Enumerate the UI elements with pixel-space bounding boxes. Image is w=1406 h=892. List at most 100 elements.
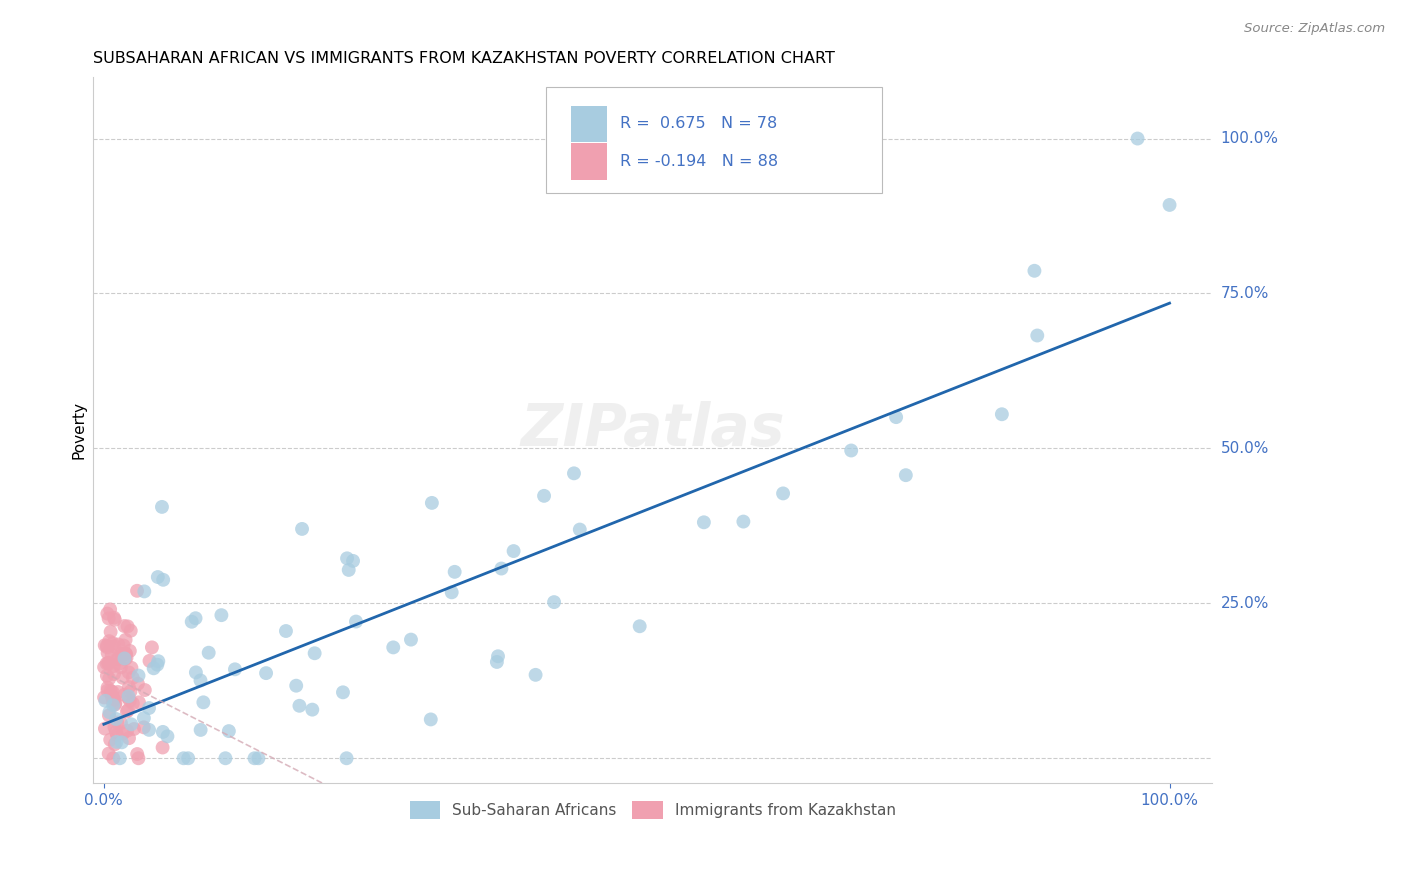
- Point: [110, 660, 132, 674]
- Point: [209, 608, 232, 623]
- Point: [533, 489, 555, 503]
- Point: [304, 646, 326, 660]
- Point: [104, 696, 127, 710]
- Point: [218, 724, 240, 739]
- Point: [118, 680, 141, 694]
- Point: [96, 639, 118, 653]
- Point: [104, 698, 127, 712]
- Point: [101, 685, 124, 699]
- Point: [214, 751, 236, 765]
- Point: [138, 701, 160, 715]
- Point: [114, 632, 136, 647]
- Point: [114, 647, 136, 661]
- Point: [105, 728, 128, 742]
- Point: [693, 516, 716, 530]
- Point: [101, 690, 124, 705]
- Point: [108, 751, 131, 765]
- Point: [152, 740, 174, 755]
- Point: [118, 693, 141, 707]
- Point: [141, 640, 163, 655]
- Point: [93, 638, 115, 652]
- Point: [104, 725, 127, 739]
- Point: [120, 624, 142, 638]
- Legend: Sub-Saharan Africans, Immigrants from Kazakhstan: Sub-Saharan Africans, Immigrants from Ka…: [404, 795, 901, 825]
- Point: [115, 705, 138, 719]
- Point: [562, 467, 585, 481]
- Point: [146, 570, 169, 584]
- Point: [134, 584, 156, 599]
- Point: [543, 595, 565, 609]
- Point: [96, 640, 118, 655]
- Point: [117, 690, 139, 704]
- Point: [524, 668, 547, 682]
- Point: [94, 694, 117, 708]
- Text: 75.0%: 75.0%: [1220, 286, 1268, 301]
- Point: [243, 751, 266, 765]
- Point: [114, 651, 136, 665]
- Point: [97, 656, 120, 670]
- Point: [118, 731, 141, 746]
- Point: [152, 725, 174, 739]
- Point: [120, 717, 142, 731]
- Point: [115, 723, 138, 738]
- Point: [301, 703, 323, 717]
- Point: [419, 713, 441, 727]
- Point: [146, 657, 169, 672]
- Point: [344, 615, 367, 629]
- Point: [138, 723, 160, 737]
- Point: [100, 624, 122, 639]
- Point: [120, 684, 142, 698]
- Point: [180, 615, 202, 629]
- Point: [291, 522, 314, 536]
- Point: [112, 639, 135, 653]
- Point: [125, 583, 148, 598]
- Point: [440, 585, 463, 599]
- Point: [122, 722, 145, 736]
- Point: [148, 654, 170, 668]
- Point: [486, 649, 509, 664]
- Text: SUBSAHARAN AFRICAN VS IMMIGRANTS FROM KAZAKHSTAN POVERTY CORRELATION CHART: SUBSAHARAN AFRICAN VS IMMIGRANTS FROM KA…: [93, 51, 835, 66]
- Point: [115, 647, 138, 661]
- Point: [382, 640, 405, 655]
- Point: [197, 646, 219, 660]
- Point: [342, 554, 364, 568]
- Point: [420, 496, 443, 510]
- Point: [110, 647, 132, 661]
- Point: [107, 651, 129, 665]
- Text: R =  0.675   N = 78: R = 0.675 N = 78: [620, 116, 778, 131]
- Point: [98, 705, 121, 719]
- Point: [111, 671, 134, 685]
- Point: [96, 607, 118, 621]
- Point: [502, 544, 524, 558]
- Point: [127, 676, 149, 690]
- Point: [156, 729, 179, 743]
- Point: [285, 679, 308, 693]
- Point: [114, 652, 136, 666]
- Point: [117, 619, 139, 633]
- Point: [120, 661, 142, 675]
- Point: [132, 720, 155, 734]
- Point: [247, 751, 270, 765]
- Point: [103, 667, 125, 681]
- Text: 25.0%: 25.0%: [1220, 596, 1268, 611]
- Point: [1026, 328, 1049, 343]
- Point: [103, 659, 125, 673]
- Text: Source: ZipAtlas.com: Source: ZipAtlas.com: [1244, 22, 1385, 36]
- Point: [1024, 264, 1046, 278]
- Point: [132, 711, 155, 725]
- Point: [98, 732, 121, 747]
- Point: [1126, 131, 1149, 145]
- Point: [733, 515, 755, 529]
- Point: [399, 632, 422, 647]
- Point: [884, 410, 907, 425]
- Point: [93, 690, 115, 705]
- Point: [274, 624, 297, 638]
- Point: [97, 646, 120, 660]
- FancyBboxPatch shape: [547, 87, 882, 194]
- Point: [100, 648, 122, 663]
- FancyBboxPatch shape: [571, 143, 607, 179]
- Point: [177, 751, 200, 765]
- Text: 100.0%: 100.0%: [1220, 131, 1278, 146]
- Point: [839, 443, 862, 458]
- Point: [97, 747, 120, 761]
